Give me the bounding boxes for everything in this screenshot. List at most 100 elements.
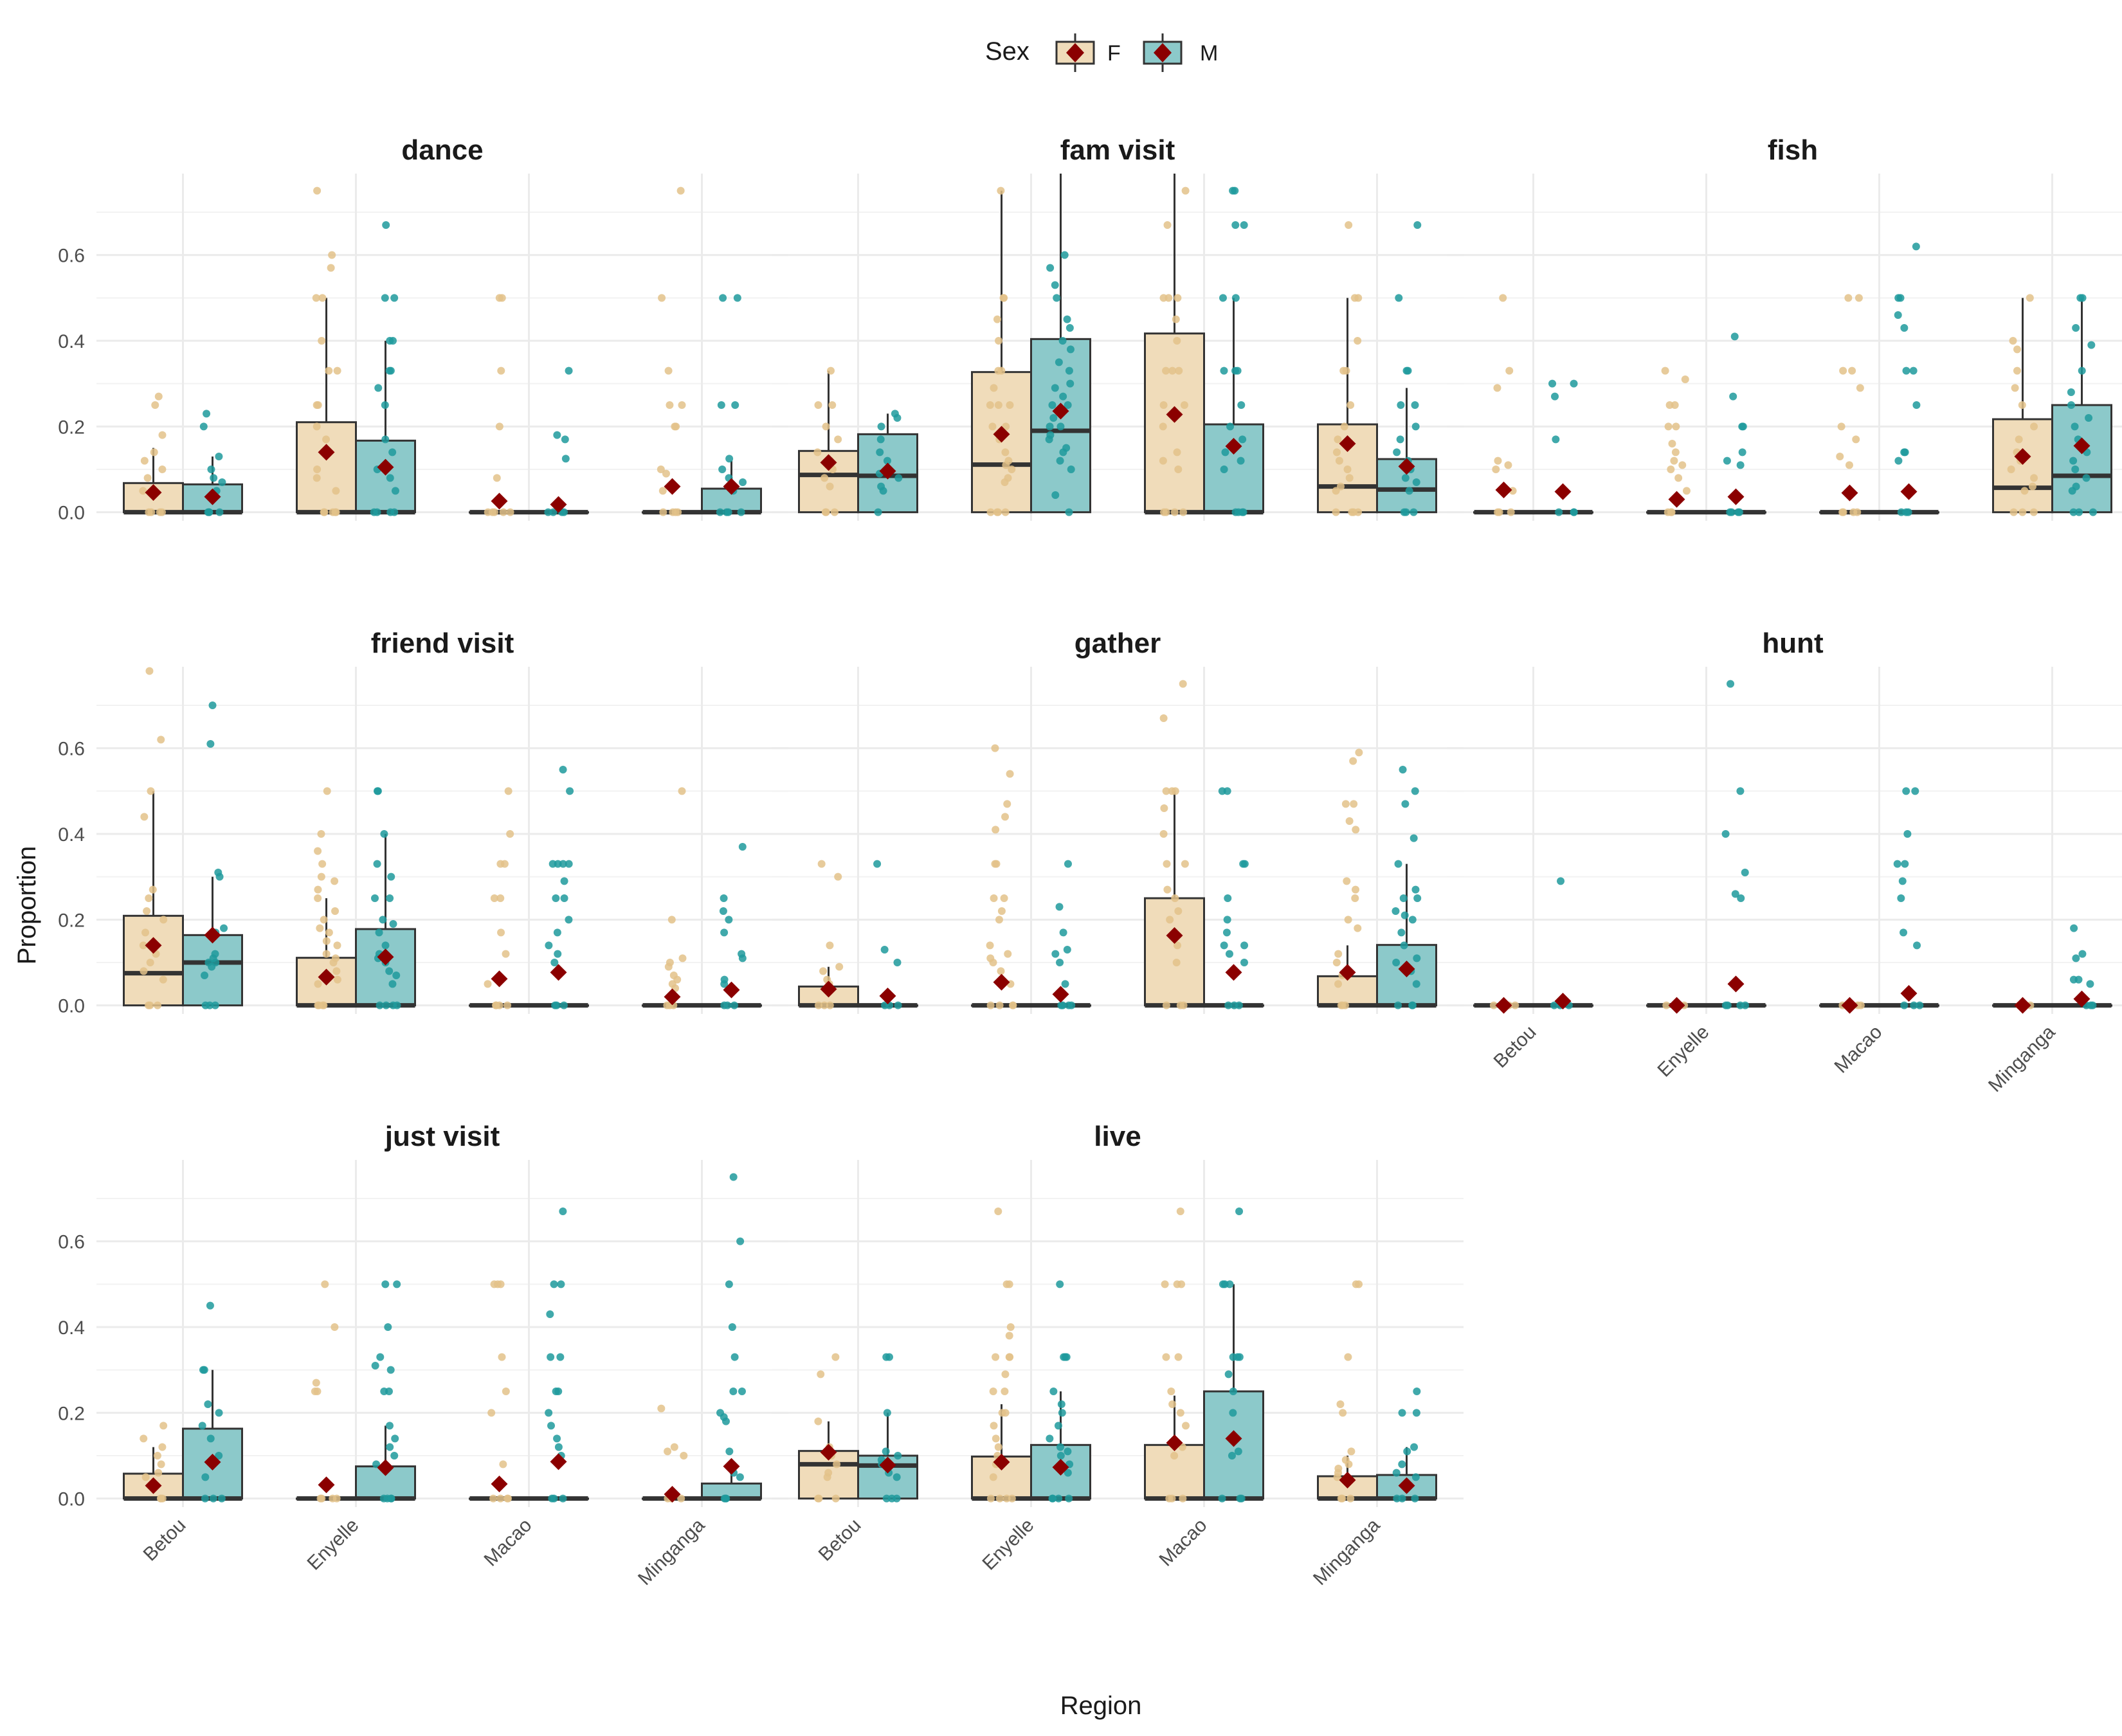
data-point xyxy=(317,873,325,881)
data-point xyxy=(314,894,322,902)
data-point xyxy=(391,487,399,495)
data-point xyxy=(320,508,329,516)
mean-marker xyxy=(1398,458,1415,475)
data-point xyxy=(1674,474,1683,482)
mean-marker xyxy=(1166,927,1183,944)
data-point xyxy=(2026,294,2034,302)
data-point xyxy=(1730,332,1739,341)
data-point xyxy=(1721,830,1730,838)
data-point xyxy=(153,1452,161,1460)
data-point xyxy=(822,422,830,431)
data-point xyxy=(1493,384,1501,392)
box-M xyxy=(1203,423,1264,514)
x-tick-label: Macao xyxy=(480,1515,536,1571)
mean-marker xyxy=(318,1476,335,1494)
x-tick-label: Minganga xyxy=(1984,1021,2060,1096)
data-point xyxy=(321,1280,329,1288)
data-point xyxy=(1218,787,1226,795)
data-point xyxy=(1064,860,1072,868)
data-point xyxy=(883,1409,891,1417)
data-point xyxy=(1001,1409,1010,1417)
data-point xyxy=(385,967,394,975)
box-group-F-Minganga xyxy=(642,787,703,1009)
data-point xyxy=(991,744,999,752)
data-point xyxy=(1411,885,1420,894)
mean-marker xyxy=(1727,975,1745,993)
facet-title: live xyxy=(1094,1121,1141,1152)
data-point xyxy=(314,847,322,855)
box-group-M-Macao xyxy=(1203,787,1264,1009)
data-point xyxy=(1337,1001,1345,1009)
data-point xyxy=(893,414,902,422)
data-point xyxy=(826,366,835,375)
data-point xyxy=(1162,1353,1170,1361)
data-point xyxy=(1410,834,1418,842)
data-point xyxy=(1401,800,1410,808)
data-point xyxy=(1837,422,1845,431)
data-point xyxy=(332,1494,341,1503)
data-point xyxy=(2089,508,2098,516)
mean-marker xyxy=(1841,997,1858,1014)
box-group-F-Macao xyxy=(1819,997,1880,1014)
box-group-M-Minganga xyxy=(2051,924,2112,1009)
box-group-F-Betou xyxy=(123,1422,184,1503)
data-point xyxy=(1056,1280,1064,1288)
data-point xyxy=(2009,508,2018,516)
data-point xyxy=(1403,1447,1411,1456)
data-point xyxy=(208,963,216,971)
data-point xyxy=(1413,1388,1421,1395)
data-point xyxy=(548,1494,556,1503)
data-point xyxy=(894,1001,902,1009)
data-point xyxy=(997,907,1006,915)
x-tick-label: Enyelle xyxy=(304,1515,363,1575)
mean-marker xyxy=(1398,1477,1415,1494)
box-group-F-Enyelle xyxy=(296,787,357,1009)
box-group-M-Macao xyxy=(1203,1207,1264,1503)
data-point xyxy=(1235,1001,1243,1009)
data-point xyxy=(1893,860,1901,868)
data-point xyxy=(1343,466,1352,473)
data-point xyxy=(1347,1447,1356,1456)
data-point xyxy=(379,916,387,924)
data-point xyxy=(332,487,340,495)
data-point xyxy=(389,1001,397,1009)
data-point xyxy=(1334,435,1342,444)
data-point xyxy=(318,294,327,302)
mean-marker xyxy=(993,1454,1010,1470)
mean-marker xyxy=(1900,985,1918,1002)
mean-marker xyxy=(318,968,335,986)
data-point xyxy=(322,937,331,945)
data-point xyxy=(140,967,148,975)
data-point xyxy=(1355,748,1363,757)
data-point xyxy=(739,478,747,486)
box-group-M-Minganga xyxy=(1376,1388,1437,1503)
data-point xyxy=(722,508,730,516)
data-point xyxy=(1900,324,1909,332)
data-point xyxy=(826,941,834,950)
box-group-M-Betou xyxy=(182,1301,243,1503)
facet-fam-visit: fam visit xyxy=(772,134,1464,521)
data-point xyxy=(1392,959,1401,966)
data-point xyxy=(1173,448,1181,457)
data-point xyxy=(498,1353,506,1361)
data-point xyxy=(1845,461,1853,469)
data-point xyxy=(553,431,561,439)
data-point xyxy=(565,366,573,375)
data-point xyxy=(677,1494,685,1503)
x-tick-label: Enyelle xyxy=(1654,1022,1714,1081)
data-point xyxy=(664,963,673,971)
data-point xyxy=(204,1400,212,1408)
data-point xyxy=(217,1494,226,1503)
facet-title: gather xyxy=(1075,628,1161,659)
data-point xyxy=(1066,345,1075,354)
data-point xyxy=(879,487,887,495)
data-point xyxy=(375,928,383,937)
data-point xyxy=(143,907,151,915)
data-point xyxy=(1005,1280,1013,1288)
data-point xyxy=(1179,680,1187,688)
box-group-M-Betou xyxy=(182,410,243,516)
data-point xyxy=(664,1447,672,1456)
data-point xyxy=(390,508,399,516)
x-tick-label: Macao xyxy=(1155,1515,1211,1571)
data-point xyxy=(1401,474,1410,482)
